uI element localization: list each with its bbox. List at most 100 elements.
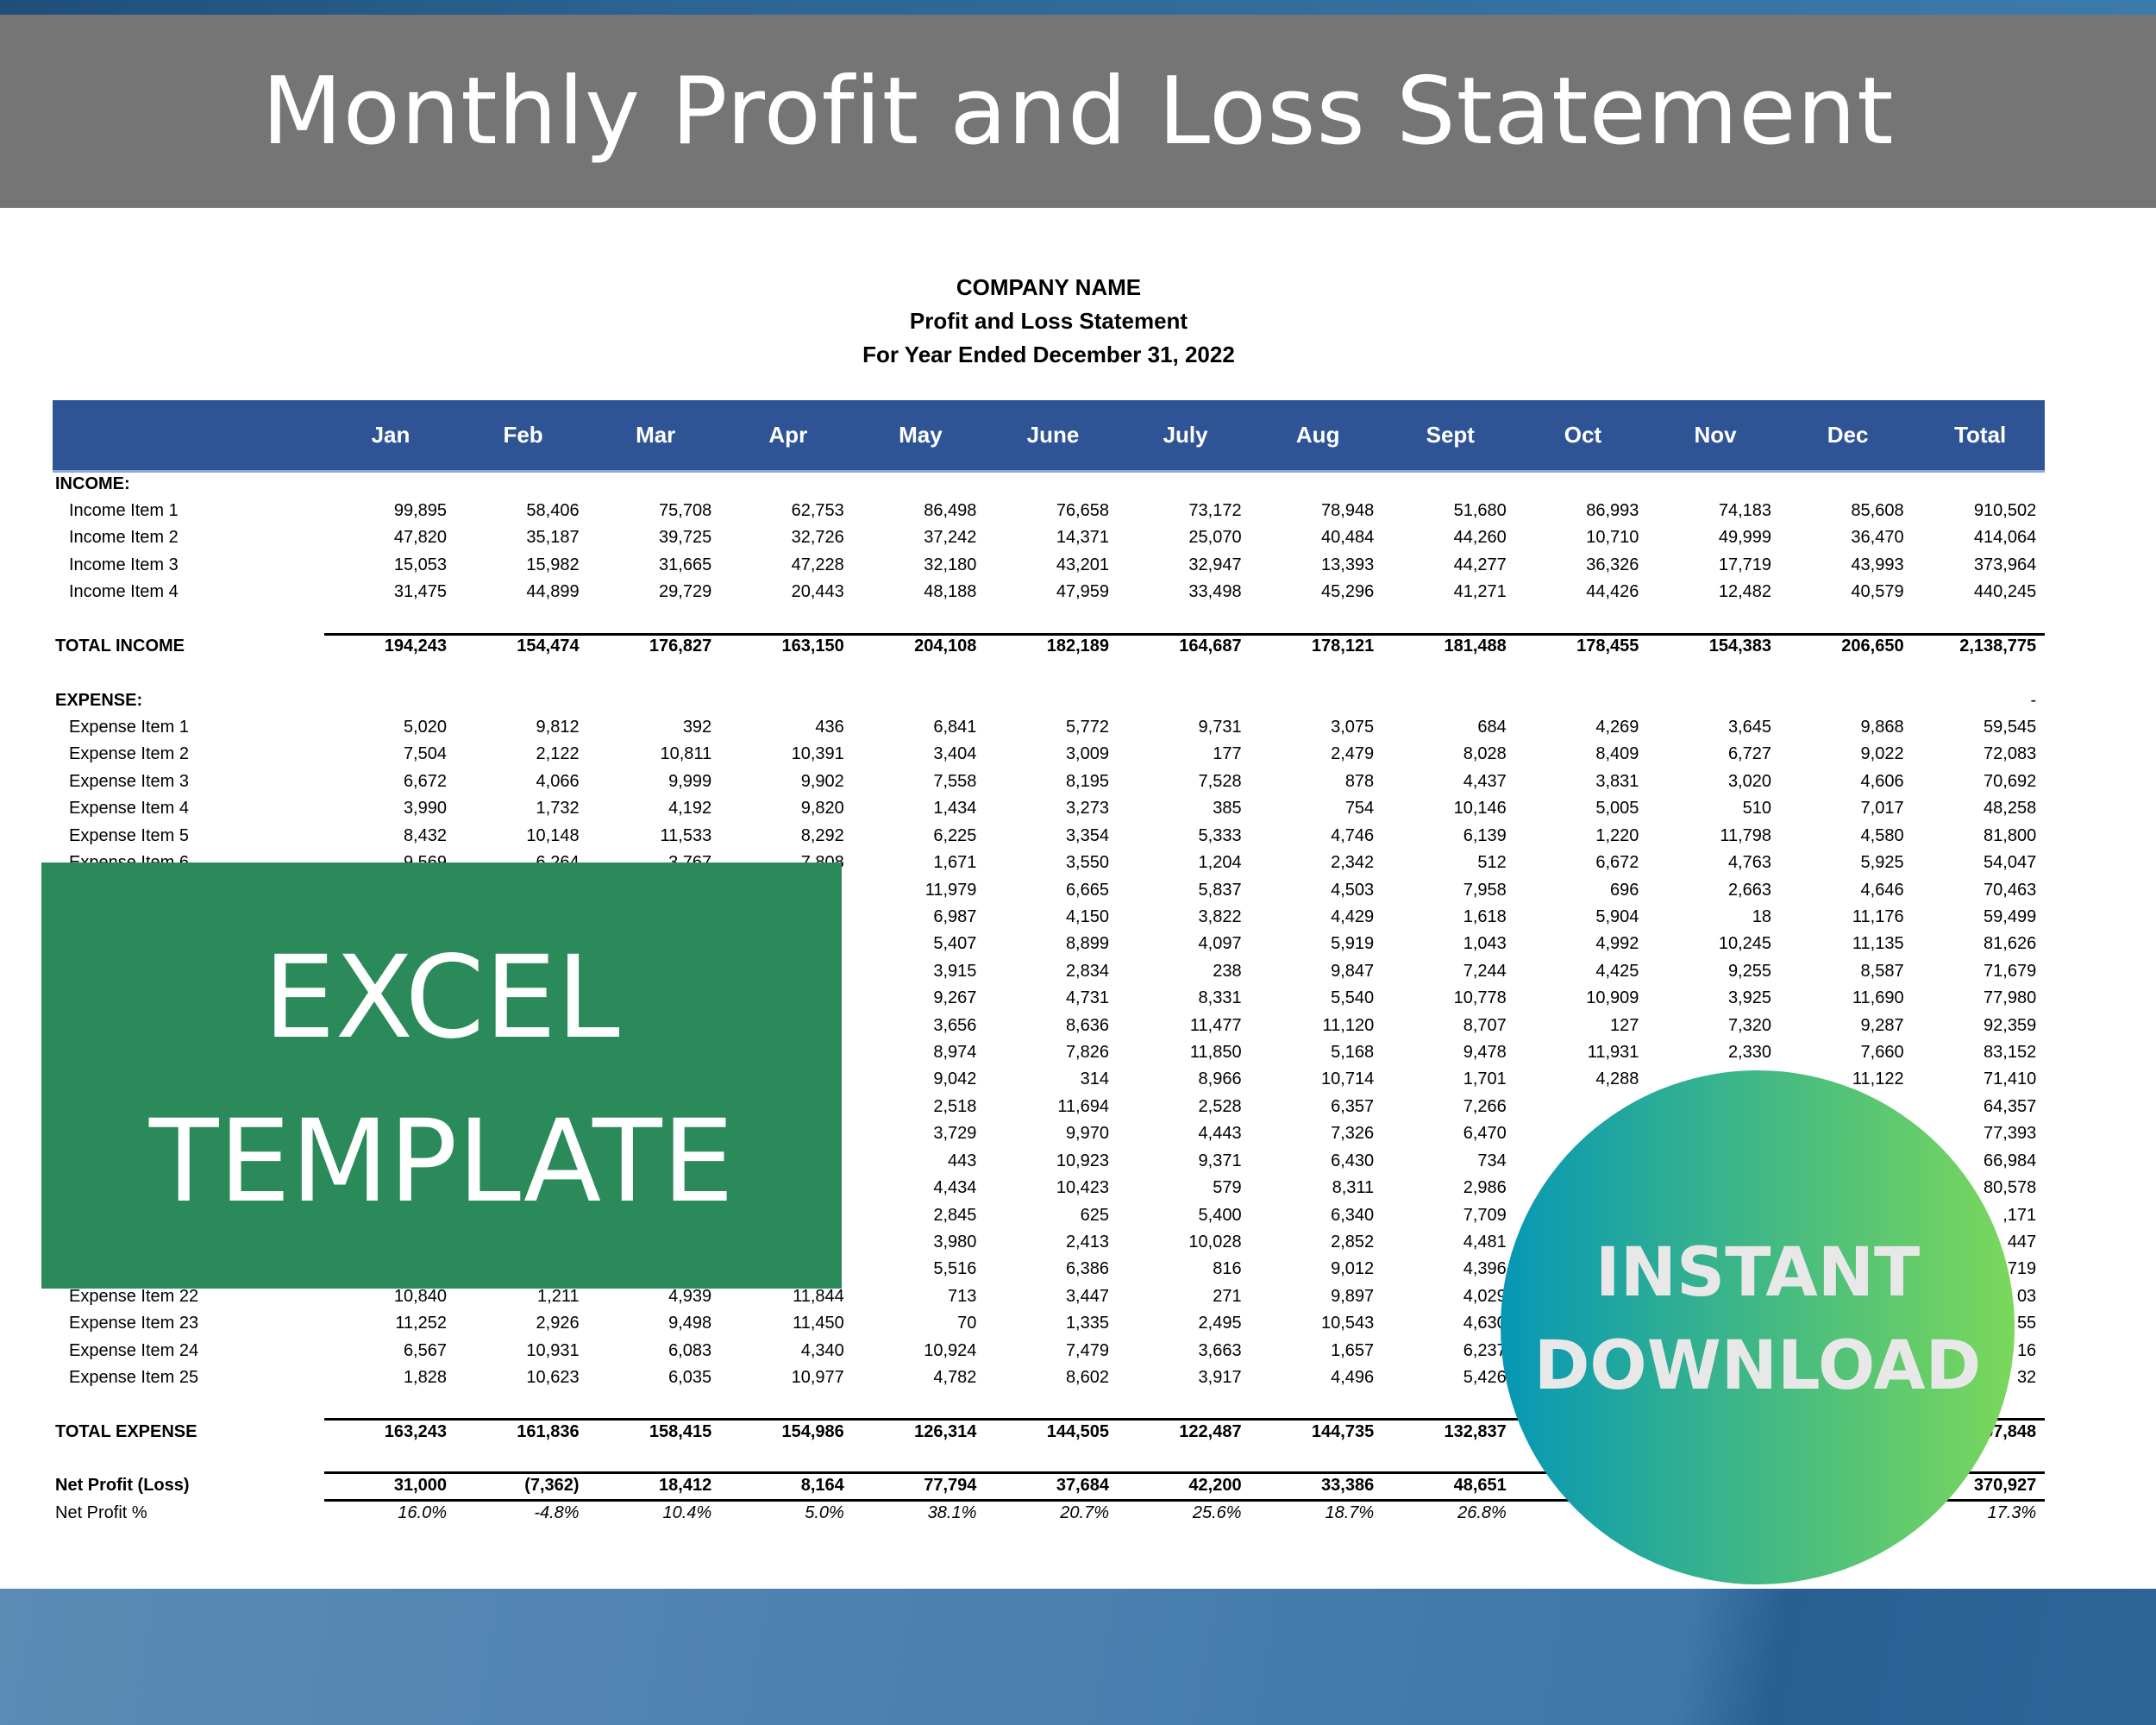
cell-mar: 4,192 [668, 799, 712, 819]
row-label: INCOME: [55, 474, 130, 493]
cell-may: 6,841 [933, 718, 977, 737]
cell-sept: 1,701 [1463, 1070, 1507, 1089]
cell-may: 86,498 [924, 501, 977, 520]
cell-sept: 1,618 [1463, 906, 1507, 926]
cell-oct: 86,993 [1586, 501, 1639, 520]
cell-apr: 4,340 [800, 1340, 844, 1360]
cell-total: 59,499 [1984, 906, 2037, 926]
expense-row: 2,845 625 5,400 6,340 7,709 ,171 [0, 1202, 2156, 1228]
cell-aug: 6,430 [1331, 1151, 1375, 1170]
row-label: Expense Item 1 [69, 718, 189, 737]
cell-total: 80,578 [1984, 1178, 2037, 1198]
cell-apr: 20,443 [791, 582, 844, 602]
cell-oct: 10,909 [1586, 988, 1639, 1008]
cell-june: 4,150 [1065, 906, 1109, 926]
bottom-decor-band [0, 1589, 2156, 1725]
cell-mar: 11,533 [660, 825, 712, 845]
cell-sept: 4,396 [1463, 1259, 1507, 1279]
cell-dec: 4,580 [1860, 825, 1904, 845]
cell-feb: 10,623 [526, 1368, 580, 1388]
cell-may: 9,267 [933, 988, 977, 1008]
cell-july: 164,687 [1179, 637, 1242, 656]
instant-download-badge[interactable]: INSTANT DOWNLOAD [1501, 1070, 2015, 1584]
expense-section-label: EXPENSE: - [0, 687, 2156, 713]
cell-feb: -4.8% [534, 1503, 580, 1522]
cell-may: 6,987 [933, 906, 977, 926]
cell-mar: 176,827 [649, 637, 712, 656]
cell-apr: 163,150 [781, 637, 844, 656]
cell-aug: 9,897 [1331, 1286, 1375, 1306]
cell-sept: 734 [1477, 1151, 1507, 1170]
cell-june: 6,665 [1065, 880, 1109, 900]
cell-aug: 1,657 [1331, 1340, 1375, 1360]
row-label: TOTAL INCOME [55, 637, 185, 656]
cell-apr: 8,292 [800, 825, 844, 845]
cell-june: 3,447 [1065, 1286, 1109, 1306]
cell-june: 11,694 [1057, 1096, 1109, 1116]
cell-july: 4,443 [1198, 1124, 1242, 1144]
cell-july: 25,070 [1188, 528, 1242, 548]
cell-oct: 5,904 [1595, 906, 1639, 926]
cell-jan: 194,243 [384, 637, 447, 656]
income-row: Income Item 1 99,895 58,406 75,708 62,753 86,… [0, 498, 2156, 524]
cell-feb: 2,122 [536, 744, 580, 764]
cell-jan: 16.0% [398, 1503, 447, 1522]
cell-apr: 8,164 [800, 1476, 844, 1495]
cell-may: 443 [948, 1151, 977, 1170]
cell-oct: 696 [1610, 880, 1639, 900]
net-profit-row: Net Profit (Loss) 31,000 (7,362) 18,412 8,16… [0, 1472, 2156, 1498]
cell-mar: 39,725 [659, 528, 712, 548]
column-header-total: Total [1954, 422, 2007, 448]
cell-may: 1,671 [933, 853, 977, 873]
cell-apr: 11,450 [793, 1314, 844, 1333]
row-label: Expense Item 23 [69, 1314, 199, 1333]
cell-jan: 11,252 [395, 1314, 447, 1333]
cell-sept: 8,028 [1463, 744, 1507, 764]
row-label: EXPENSE: [55, 691, 143, 710]
cell-may: 2,518 [933, 1096, 977, 1116]
cell-sept: 6,237 [1463, 1340, 1507, 1360]
cell-feb: 10,148 [526, 825, 580, 845]
cell-june: 8,636 [1065, 1015, 1109, 1035]
cell-feb: 35,187 [526, 528, 580, 548]
cell-total: 70,692 [1984, 771, 2037, 791]
cell-dec: 9,022 [1860, 744, 1904, 764]
cell-apr: 10,391 [791, 744, 844, 764]
cell-total: 55 [2016, 1314, 2037, 1333]
row-label: Net Profit (Loss) [55, 1476, 190, 1495]
row-label: Expense Item 22 [69, 1286, 199, 1306]
cell-july: 5,400 [1198, 1205, 1242, 1225]
cell-dec: 36,470 [1851, 528, 1904, 548]
cell-oct: 3,831 [1595, 771, 1639, 791]
cell-aug: 6,340 [1331, 1205, 1375, 1225]
cell-nov: 510 [1742, 799, 1771, 819]
cell-aug: 10,543 [1321, 1314, 1375, 1333]
cell-total: 373,964 [1973, 555, 2037, 574]
cell-jan: 3,990 [403, 799, 447, 819]
cell-total: 48,258 [1984, 799, 2037, 819]
cell-total: 447 [2007, 1232, 2037, 1251]
income-section-label: INCOME: [0, 471, 2156, 497]
statement-period: For Year Ended December 31, 2022 [862, 342, 1235, 367]
top-decor-strip [0, 0, 2156, 15]
cell-sept: 7,266 [1463, 1096, 1507, 1116]
cell-oct: 6,672 [1595, 853, 1639, 873]
cell-sept: 44,260 [1453, 528, 1507, 548]
cell-june: 76,658 [1056, 501, 1109, 520]
expense-row: Expense Item 24 6,567 10,931 6,083 4,340 10,9… [0, 1338, 2156, 1364]
cell-apr: 5.0% [805, 1503, 844, 1522]
cell-aug: 5,540 [1331, 988, 1375, 1008]
cell-mar: 9,498 [668, 1314, 712, 1333]
cell-july: 42,200 [1188, 1476, 1242, 1495]
cell-may: 11,979 [924, 880, 977, 900]
cell-sept: 512 [1477, 853, 1507, 873]
cell-july: 385 [1213, 799, 1242, 819]
cell-aug: 144,735 [1311, 1422, 1375, 1441]
cell-oct: 10,710 [1586, 528, 1639, 548]
cell-apr: 436 [815, 718, 844, 737]
expense-row: Expense Item 23 11,252 2,926 9,498 11,450 70 1… [0, 1310, 2156, 1336]
cell-total: 66,984 [1984, 1151, 2037, 1170]
cell-sept: 5,426 [1463, 1368, 1507, 1388]
cell-total: 440,245 [1973, 582, 2037, 602]
cell-june: 8,602 [1065, 1368, 1109, 1388]
